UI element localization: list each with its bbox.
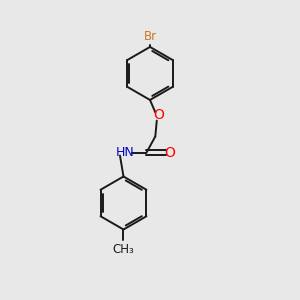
Text: CH₃: CH₃ — [112, 243, 134, 256]
Text: O: O — [153, 108, 164, 122]
Text: HN: HN — [116, 146, 135, 159]
Text: O: O — [164, 146, 175, 160]
Text: Br: Br — [143, 30, 157, 44]
